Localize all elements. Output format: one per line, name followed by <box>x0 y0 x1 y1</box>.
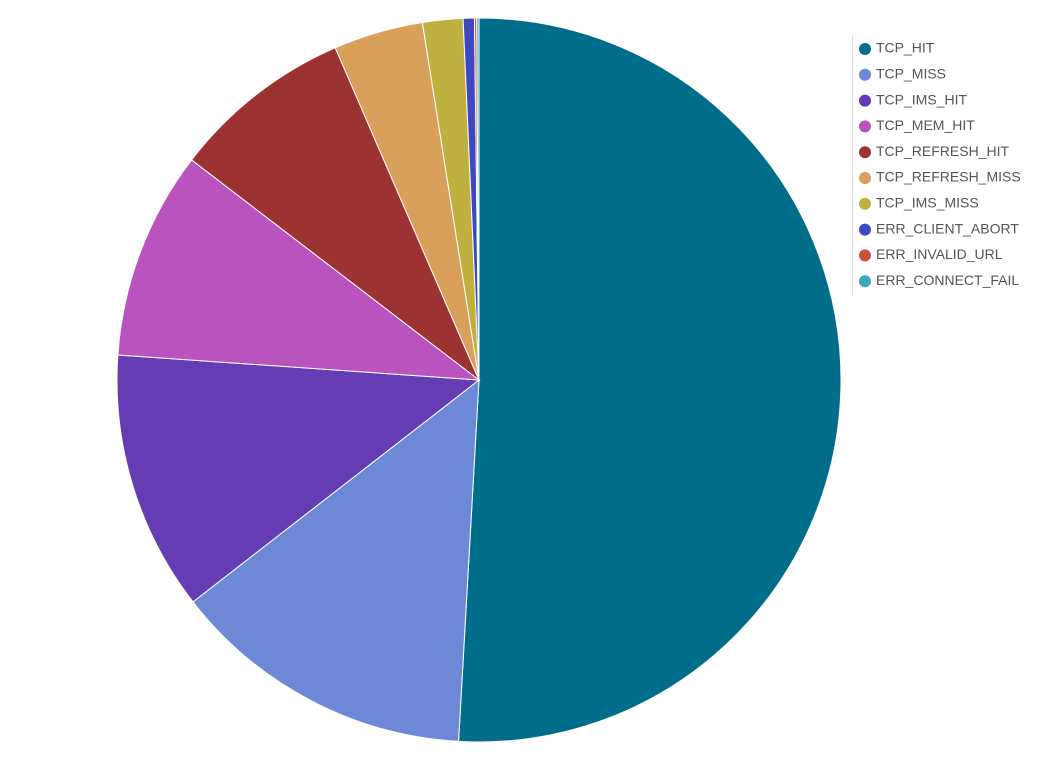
legend-marker <box>859 172 871 184</box>
pie-slice <box>476 17 480 381</box>
legend-label: ERR_INVALID_URL <box>876 246 1003 262</box>
legend-label: TCP_MISS <box>876 66 946 82</box>
legend-label: TCP_MEM_HIT <box>876 117 975 133</box>
legend-marker <box>859 146 871 159</box>
legend-label: TCP_REFRESH_MISS <box>876 169 1021 185</box>
legend-marker <box>859 223 871 236</box>
legend-border <box>852 35 853 295</box>
legend-label: TCP_HIT <box>876 40 935 56</box>
pie-slice <box>458 17 842 743</box>
pie-slice <box>190 47 481 382</box>
legend-marker <box>859 120 871 133</box>
legend-marker <box>859 68 871 81</box>
legend-label: TCP_IMS_MISS <box>876 195 979 211</box>
pie-slice <box>117 159 481 381</box>
legend-label: TCP_REFRESH_HIT <box>876 143 1009 159</box>
legend-marker <box>859 94 871 107</box>
pie-slice <box>192 378 480 742</box>
legend-label: TCP_IMS_HIT <box>876 91 967 107</box>
legend-marker <box>859 275 871 288</box>
legend-marker <box>859 43 871 55</box>
legend-label: ERR_CONNECT_FAIL <box>876 272 1019 288</box>
legend-marker <box>859 197 871 210</box>
pie-slice <box>116 354 481 603</box>
legend-label: ERR_CLIENT_ABORT <box>876 220 1019 236</box>
legend-marker <box>859 249 871 262</box>
